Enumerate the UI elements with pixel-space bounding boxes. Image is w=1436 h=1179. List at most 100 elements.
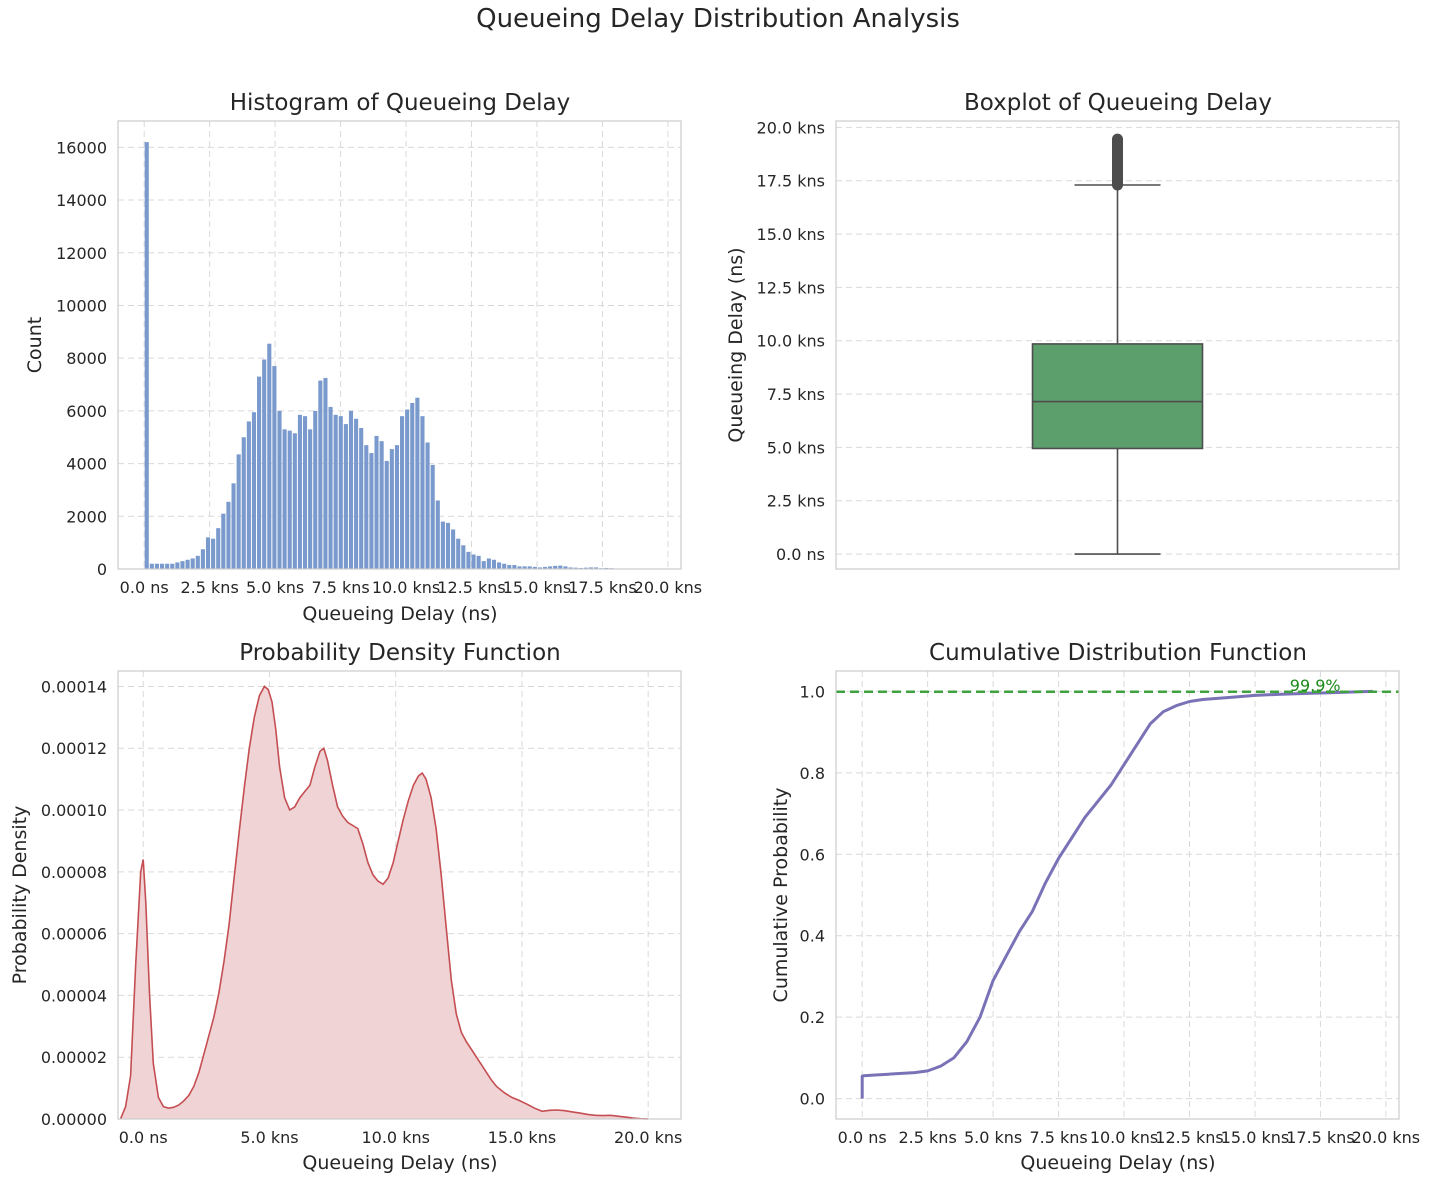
histogram-bar <box>211 538 216 569</box>
histogram-bar <box>333 414 338 569</box>
histogram-bar <box>257 376 262 569</box>
histogram-bar <box>512 565 517 569</box>
histogram-bar <box>160 563 165 569</box>
histogram-ylabel: Count <box>24 317 46 373</box>
boxplot-frame <box>835 120 1400 570</box>
histogram-bar <box>548 566 553 569</box>
histogram-bar <box>451 529 456 569</box>
histogram-ytick-label: 12000 <box>56 244 107 263</box>
histogram-xtick-label: 2.5 kns <box>181 578 239 597</box>
histogram-bar <box>262 359 267 569</box>
pdf-ytick-label: 0.00012 <box>41 739 107 758</box>
histogram-bar <box>445 522 451 569</box>
boxplot-panel: Boxplot of Queueing Delay 0.0 ns 2.5 kns 5… <box>725 90 1400 570</box>
histogram-bar <box>369 453 374 569</box>
histogram-bar <box>354 418 359 569</box>
histogram-bar <box>588 567 594 569</box>
boxplot-title: Boxplot of Queueing Delay <box>964 90 1272 116</box>
histogram-bar <box>221 513 226 569</box>
histogram-bar <box>236 454 241 569</box>
pdf-title: Probability Density Function <box>239 640 560 666</box>
histogram-bar <box>297 414 302 569</box>
histogram-bar <box>410 402 415 569</box>
cdf-ylabel: Cumulative Probability <box>770 788 792 1003</box>
histogram-ytick-label: 8000 <box>66 349 107 368</box>
histogram-bar <box>527 566 532 569</box>
pdf-ytick-label: 0.00004 <box>41 986 107 1005</box>
pdf-xtick-label: 15.0 kns <box>488 1128 556 1147</box>
histogram-bar <box>573 567 578 569</box>
pdf-xtick-label: 5.0 kns <box>240 1128 298 1147</box>
histogram-bar <box>563 566 568 569</box>
pdf-ytick-label: 0.00006 <box>41 925 107 944</box>
pdf-xtick-label: 0.0 ns <box>119 1128 168 1147</box>
boxplot-ytick-label: 0.0 ns <box>776 545 825 564</box>
pdf-ytick-label: 0.00000 <box>41 1110 107 1129</box>
cdf-xtick-label: 10.0 kns <box>1090 1128 1158 1147</box>
histogram-ytick-label: 6000 <box>66 402 107 421</box>
pdf-ytick-label: 0.00010 <box>41 801 107 820</box>
cdf-xtick-label: 2.5 kns <box>899 1128 957 1147</box>
histogram-bar <box>389 449 394 569</box>
histogram-xtick-label: 17.5 kns <box>568 578 636 597</box>
histogram-ytick-label: 16000 <box>56 138 107 157</box>
histogram-bar <box>323 377 328 569</box>
histogram-bar <box>308 429 313 569</box>
cdf-xlabel: Queueing Delay (ns) <box>1020 1152 1215 1174</box>
histogram-xtick-label: 15.0 kns <box>503 578 571 597</box>
histogram-bar <box>476 555 481 569</box>
histogram-panel: Histogram of Queueing Delay 0.0 ns 2.5 kn… <box>24 90 702 625</box>
histogram-bar <box>226 501 231 569</box>
cdf-xtick-label: 7.5 kns <box>1029 1128 1087 1147</box>
histogram-bar <box>359 428 364 569</box>
histogram-ytick-label: 0 <box>97 560 107 579</box>
histogram-bar <box>144 142 149 570</box>
histogram-bar <box>364 445 369 569</box>
cdf-xtick-label: 15.0 kns <box>1221 1128 1289 1147</box>
histogram-bar <box>287 430 292 569</box>
histogram-frame <box>117 120 682 570</box>
cdf-ytick-label: 1.0 <box>800 682 825 701</box>
pdf-ytick-label: 0.00002 <box>41 1048 107 1067</box>
histogram-xlabel: Queueing Delay (ns) <box>302 603 497 625</box>
boxplot-ytick-label: 7.5 kns <box>767 385 825 404</box>
histogram-bar <box>318 380 323 569</box>
histogram-bar <box>246 421 251 569</box>
histogram-bar <box>568 567 573 569</box>
histogram-bar <box>522 566 527 569</box>
histogram-bar <box>471 554 476 569</box>
histogram-bar <box>456 538 461 569</box>
histogram-bar <box>583 567 588 569</box>
histogram-xtick-label: 5.0 kns <box>246 578 304 597</box>
histogram-bar <box>394 445 399 569</box>
pdf-panel: Probability Density Function 0.0 ns 5.0 k… <box>9 640 682 1174</box>
histogram-bar <box>558 565 563 569</box>
cdf-xtick-label: 12.5 kns <box>1155 1128 1223 1147</box>
histogram-bar <box>405 409 410 569</box>
cdf-xtick-label: 5.0 kns <box>964 1128 1022 1147</box>
pdf-area <box>120 686 649 1119</box>
cdf-ytick-label: 0.8 <box>800 764 825 783</box>
histogram-bar <box>425 442 430 569</box>
histogram-bar <box>241 437 246 569</box>
histogram-bar <box>532 566 537 569</box>
histogram-bar <box>537 567 542 569</box>
boxplot-ytick-label: 5.0 kns <box>767 438 825 457</box>
histogram-bar <box>185 559 190 569</box>
histogram-bar <box>195 555 200 569</box>
boxplot-box <box>1031 343 1204 450</box>
histogram-bar <box>180 561 185 569</box>
histogram-bar <box>175 562 180 569</box>
histogram-bar <box>491 559 497 569</box>
histogram-ytick-label: 10000 <box>56 296 107 315</box>
cdf-panel: Cumulative Distribution Function 99.9% 0… <box>770 640 1420 1174</box>
histogram-bar <box>379 441 384 569</box>
pdf-frame <box>117 670 682 1120</box>
histogram-bar <box>205 537 211 569</box>
pdf-ytick-label: 0.00008 <box>41 863 107 882</box>
histogram-bar <box>517 566 522 569</box>
histogram-bar <box>251 412 257 569</box>
pdf-xtick-label: 10.0 kns <box>361 1128 429 1147</box>
histogram-bar <box>267 343 272 569</box>
